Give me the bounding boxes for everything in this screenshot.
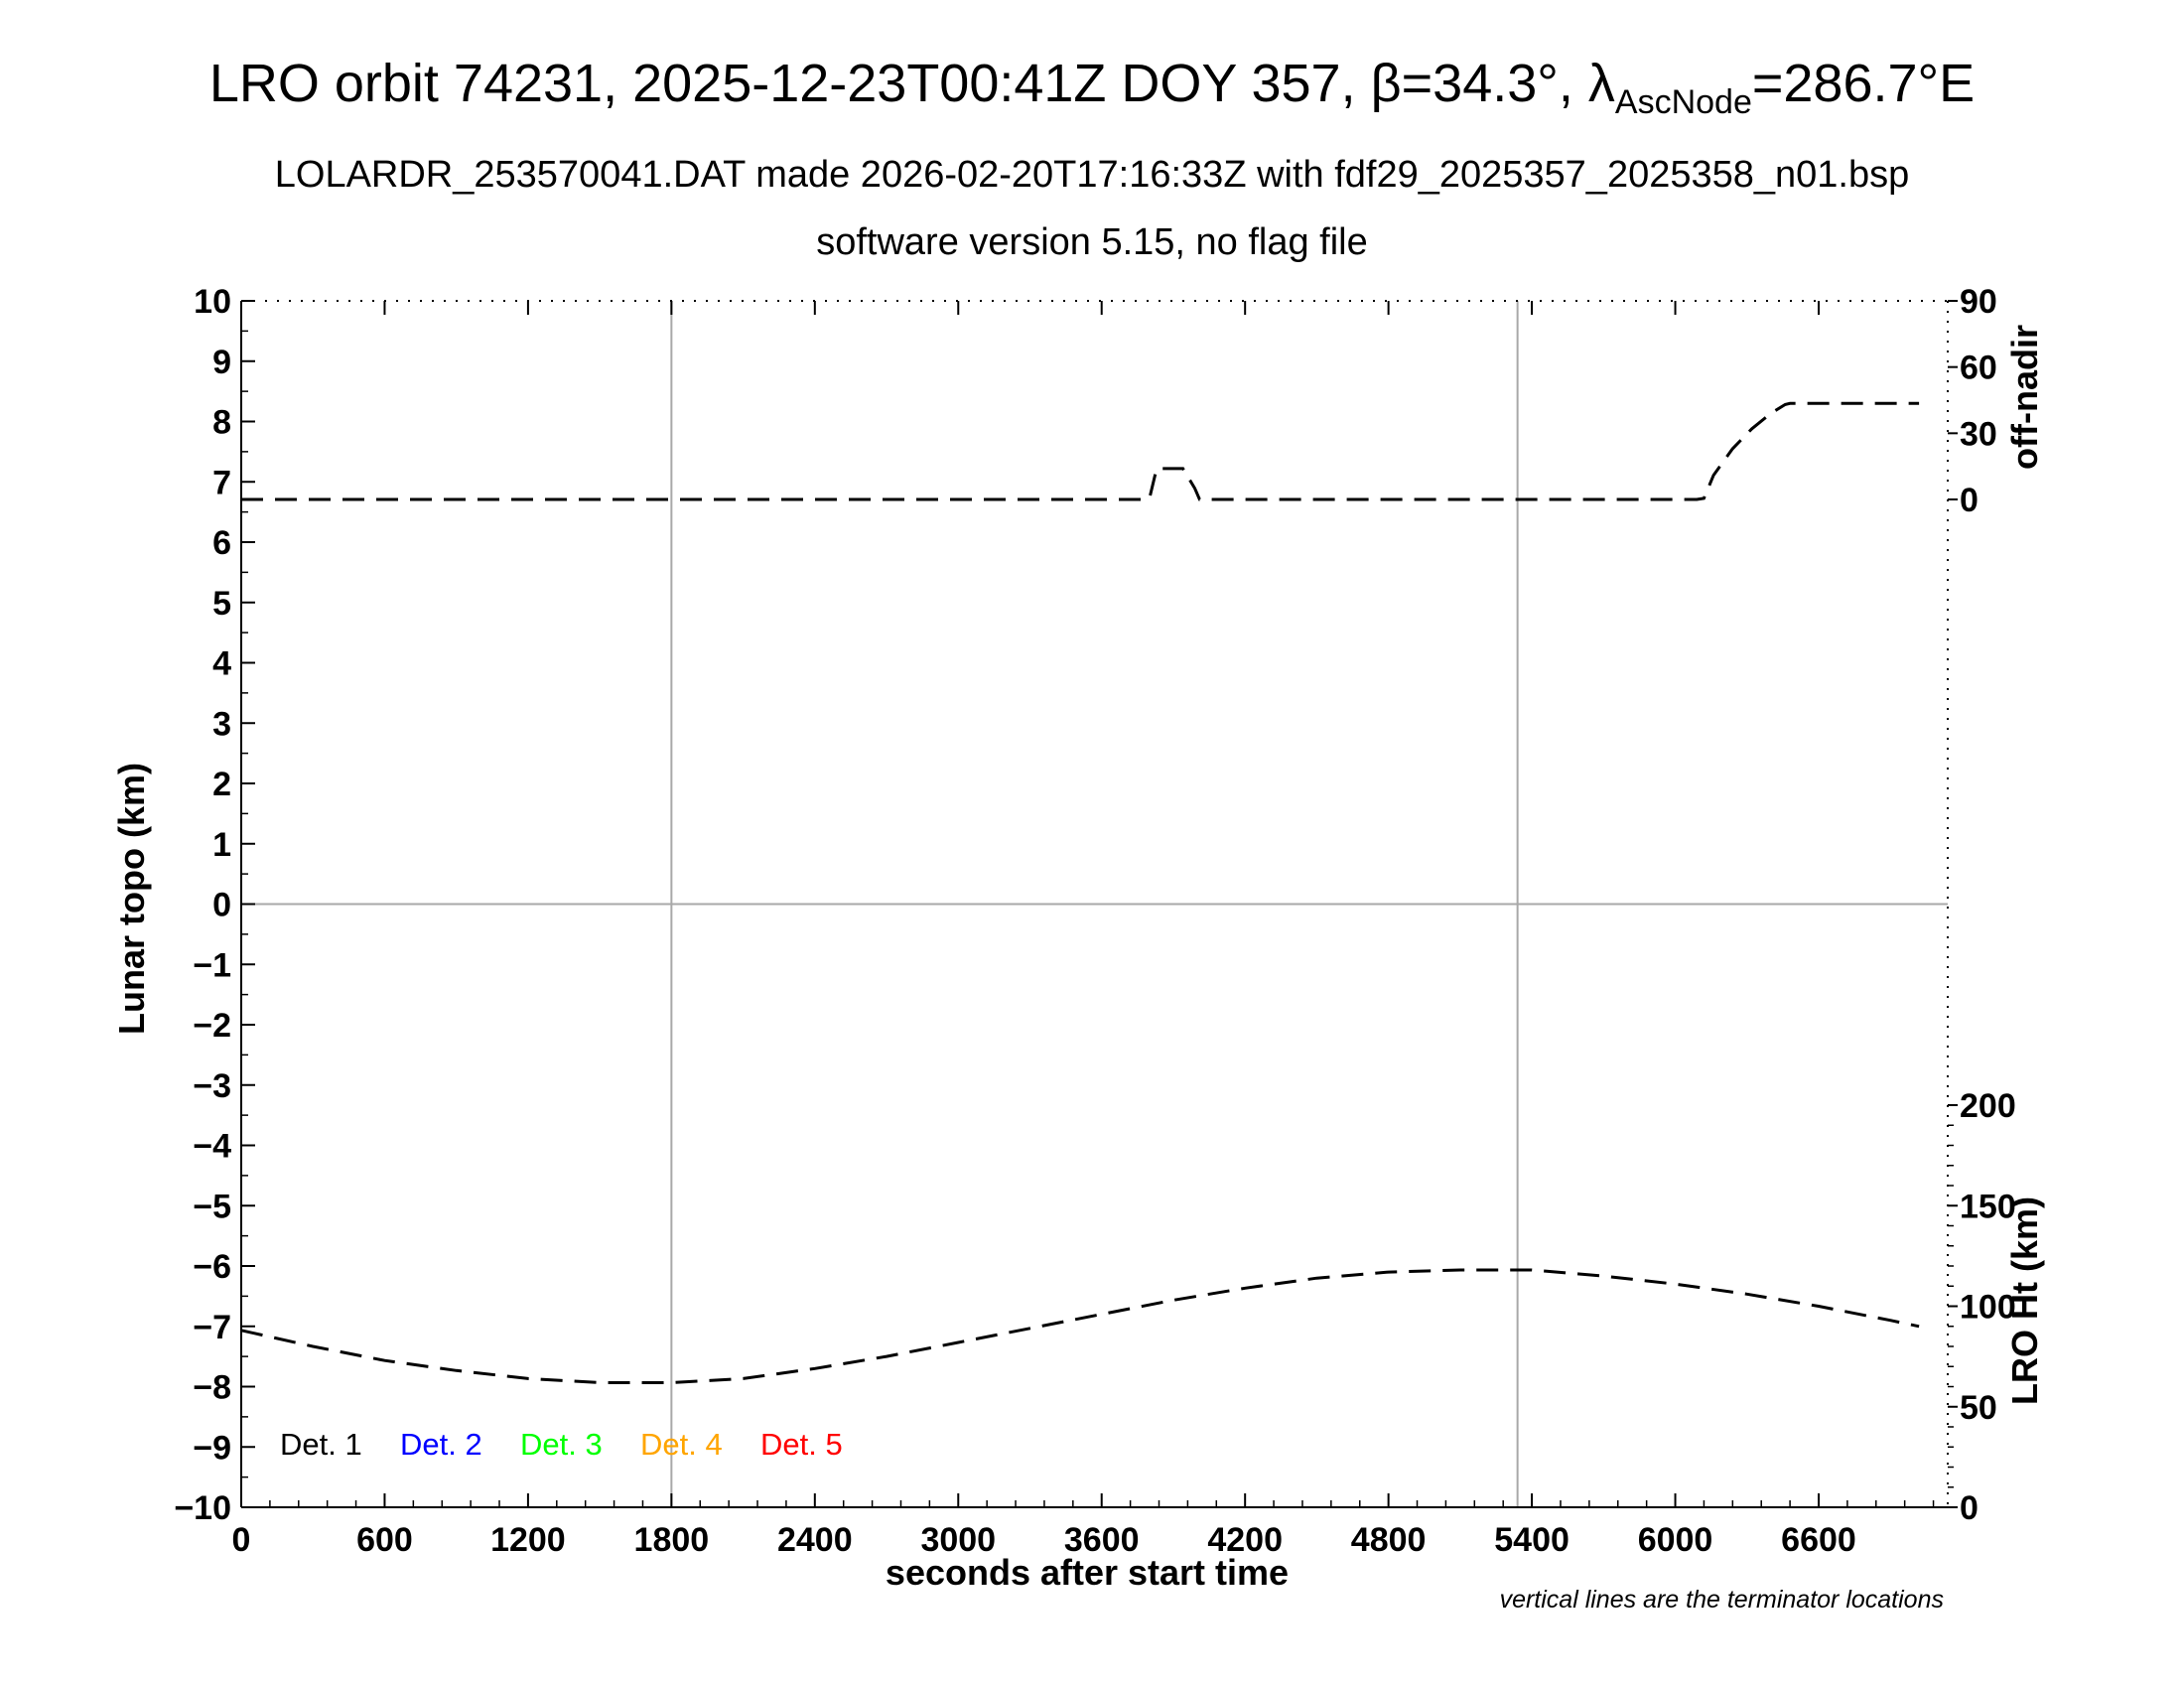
title-beta-symbol: β <box>1371 54 1402 113</box>
y-tick-label: 0 <box>212 887 231 924</box>
x-tick-label: 0 <box>232 1521 251 1559</box>
chart-subtitle-2: software version 5.15, no flag file <box>816 221 1368 263</box>
y-tick-label: 5 <box>212 585 231 623</box>
legend-entry-det-2: Det. 2 <box>400 1427 482 1462</box>
y-tick-label: 7 <box>212 464 231 501</box>
y-tick-label: −9 <box>193 1429 231 1467</box>
y-tick-label: −8 <box>193 1369 231 1407</box>
y-tick-label: 1 <box>212 826 231 864</box>
off-nadir-tick-label: 0 <box>1960 482 1979 519</box>
x-tick-label: 3000 <box>920 1521 996 1559</box>
chart-subtitle-1: LOLARDR_253570041.DAT made 2026-02-20T17… <box>275 154 1910 196</box>
x-tick-label: 2400 <box>777 1521 853 1559</box>
y-tick-label: −2 <box>193 1007 231 1045</box>
lro-ht-tick-label: 0 <box>1960 1489 1979 1527</box>
title-beta-value: =34.3°, <box>1402 54 1588 113</box>
x-tick-label: 1800 <box>634 1521 710 1559</box>
y-axis-label-lro-ht: LRO Ht (km) <box>2004 1196 2045 1405</box>
y-axis-label-left: Lunar topo (km) <box>111 763 152 1035</box>
title-lambda-value: =286.7°E <box>1752 54 1975 113</box>
y-tick-label: −1 <box>193 946 231 984</box>
y-tick-label: 9 <box>212 344 231 381</box>
x-tick-label: 5400 <box>1494 1521 1570 1559</box>
lro-ht-tick-label: 200 <box>1960 1087 2016 1125</box>
x-tick-label: 6000 <box>1638 1521 1713 1559</box>
y-tick-label: 10 <box>194 283 231 321</box>
x-tick-label: 600 <box>356 1521 413 1559</box>
y-tick-label: −7 <box>193 1309 231 1346</box>
y-tick-label: 8 <box>212 404 231 442</box>
y-tick-label: 6 <box>212 524 231 562</box>
lro-height-series-line <box>240 1268 1920 1384</box>
title-lambda-subscript: AscNode <box>1615 83 1752 121</box>
x-tick-label: 3600 <box>1064 1521 1140 1559</box>
y-tick-label: −4 <box>193 1128 231 1166</box>
x-tick-label: 1200 <box>490 1521 566 1559</box>
title-main: LRO orbit 74231, 2025-12-23T00:41Z DOY 3… <box>209 54 1371 113</box>
off-nadir-tick-label: 90 <box>1960 283 1997 321</box>
y-tick-label: 3 <box>212 705 231 743</box>
legend-entry-det-5: Det. 5 <box>760 1427 843 1462</box>
title-lambda-symbol: λ <box>1588 54 1615 113</box>
x-tick-label: 4200 <box>1207 1521 1283 1559</box>
chart-title: LRO orbit 74231, 2025-12-23T00:41Z DOY 3… <box>209 54 1975 121</box>
x-tick-label: 4800 <box>1351 1521 1427 1559</box>
legend-entry-det-1: Det. 1 <box>280 1427 362 1462</box>
off-nadir-series-line <box>241 401 1920 501</box>
y-tick-label: 2 <box>212 766 231 803</box>
y-tick-label: 4 <box>212 645 231 683</box>
y-tick-label: −10 <box>174 1489 231 1527</box>
plot-area: 0 600 1200 1800 2400 3000 3600 4200 4800 5400 6000… <box>174 283 2015 1559</box>
y-axis-label-off-nadir: off-nadir <box>2004 325 2045 470</box>
x-tick-label: 6600 <box>1781 1521 1856 1559</box>
y-tick-label: −3 <box>193 1067 231 1105</box>
off-nadir-tick-label: 60 <box>1960 350 1997 387</box>
lro-ht-tick-label: 50 <box>1960 1389 1997 1427</box>
lro-ht-tick-label: 150 <box>1960 1188 2016 1225</box>
legend-entry-det-4: Det. 4 <box>640 1427 723 1462</box>
y-tick-label: −6 <box>193 1248 231 1286</box>
off-nadir-tick-label: 30 <box>1960 415 1997 453</box>
terminator-note: vertical lines are the terminator locati… <box>1500 1586 1944 1614</box>
y-tick-label: −5 <box>193 1188 231 1225</box>
legend-entry-det-3: Det. 3 <box>520 1427 603 1462</box>
lro-ht-tick-label: 100 <box>1960 1289 2016 1327</box>
x-axis-label: seconds after start time <box>886 1552 1289 1593</box>
